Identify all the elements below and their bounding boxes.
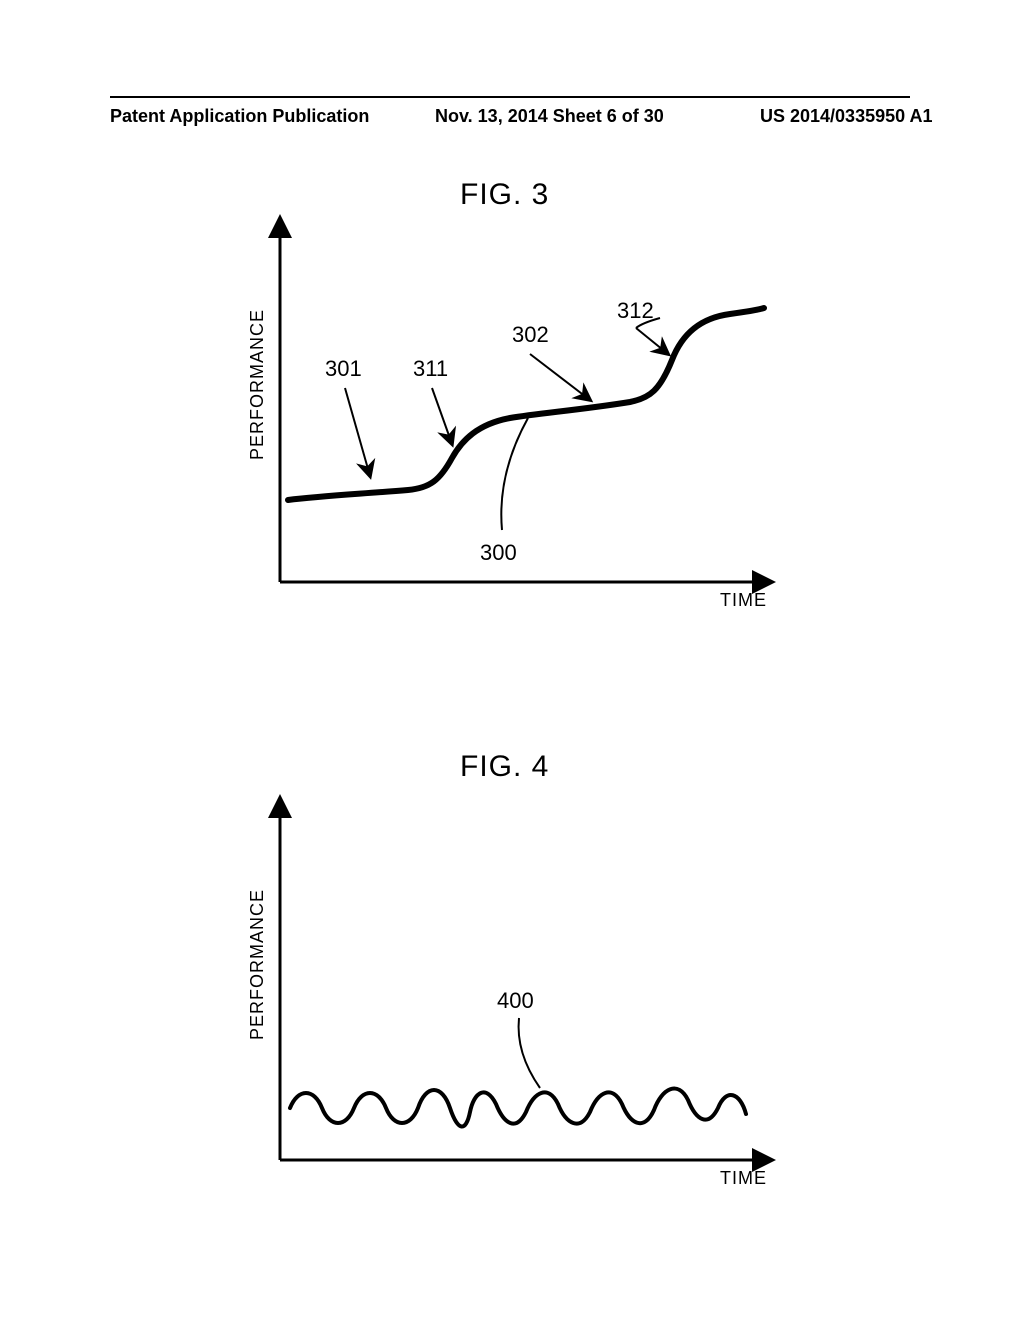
fig3-ref-311: 311: [413, 356, 448, 382]
page: Patent Application Publication Nov. 13, …: [0, 0, 1024, 1320]
fig3-ref-301: 301: [325, 356, 362, 382]
fig4-chart: [0, 620, 1024, 1320]
fig4-ref-400: 400: [497, 988, 534, 1014]
fig3-ref-302: 302: [512, 322, 549, 348]
fig3-ref-312: 312: [617, 298, 654, 324]
fig3-ref-300: 300: [480, 540, 517, 566]
fig3-chart: [0, 0, 1024, 700]
